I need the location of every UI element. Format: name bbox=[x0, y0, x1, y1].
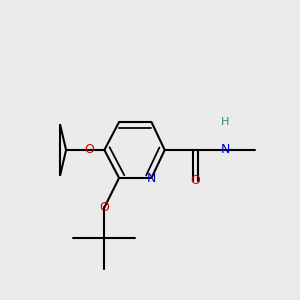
Text: O: O bbox=[191, 174, 201, 188]
Text: H: H bbox=[221, 117, 229, 127]
Text: O: O bbox=[99, 201, 109, 214]
Text: O: O bbox=[85, 143, 94, 157]
Text: N: N bbox=[220, 143, 230, 157]
Text: N: N bbox=[147, 172, 156, 185]
